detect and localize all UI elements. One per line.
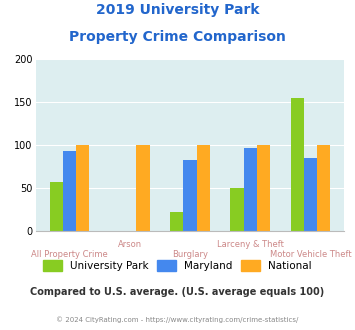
Bar (76, 145, 89, 231)
Bar (304, 158, 317, 231)
Text: Burglary: Burglary (172, 250, 208, 259)
Bar (257, 145, 270, 231)
Text: Larceny & Theft: Larceny & Theft (217, 240, 284, 248)
Text: Property Crime Comparison: Property Crime Comparison (69, 30, 286, 44)
Legend: University Park, Maryland, National: University Park, Maryland, National (39, 256, 316, 275)
Bar (230, 188, 244, 231)
Bar (136, 145, 149, 231)
Bar (63, 151, 76, 231)
Text: © 2024 CityRating.com - https://www.cityrating.com/crime-statistics/: © 2024 CityRating.com - https://www.city… (56, 317, 299, 323)
Text: 2019 University Park: 2019 University Park (96, 3, 259, 17)
Bar (197, 145, 210, 231)
Text: Motor Vehicle Theft: Motor Vehicle Theft (269, 250, 351, 259)
Text: Compared to U.S. average. (U.S. average equals 100): Compared to U.S. average. (U.S. average … (31, 287, 324, 297)
Bar (290, 98, 304, 231)
Text: Arson: Arson (118, 240, 142, 248)
Bar (244, 148, 257, 231)
Bar (50, 182, 63, 231)
Bar (170, 212, 183, 231)
Text: All Property Crime: All Property Crime (31, 250, 108, 259)
Bar (183, 160, 197, 231)
Bar (317, 145, 330, 231)
